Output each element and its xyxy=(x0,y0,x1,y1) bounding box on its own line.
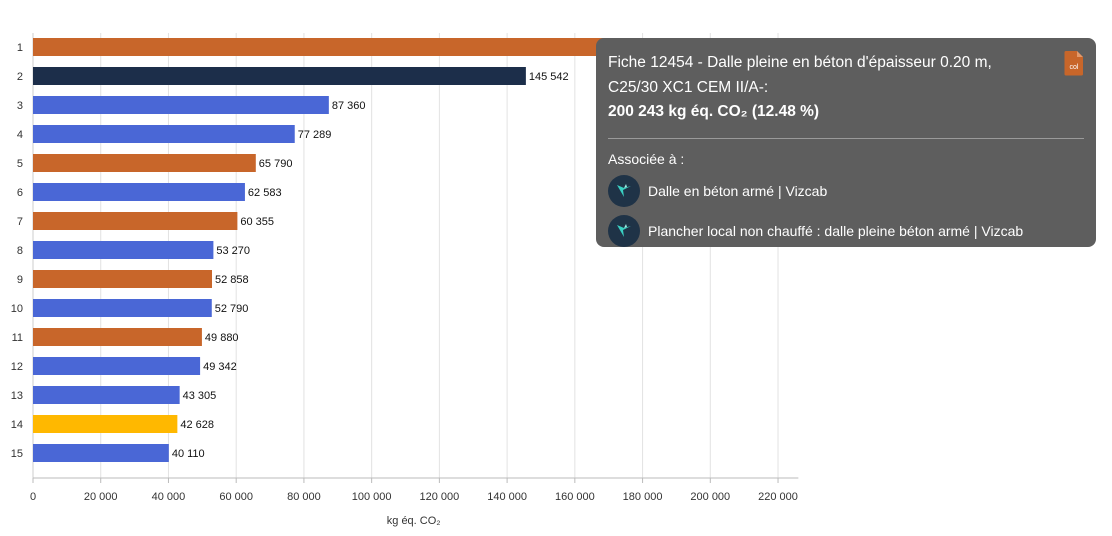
category-label: 8 xyxy=(17,245,23,257)
value-label: 49 880 xyxy=(205,332,239,344)
tooltip-value: 200 243 kg éq. CO₂ (12.48 %) xyxy=(608,103,820,120)
value-label: 42 628 xyxy=(180,419,214,431)
bar xyxy=(33,386,180,404)
associated-item[interactable]: Plancher local non chauffé : dalle plein… xyxy=(608,215,1084,247)
bar xyxy=(33,299,212,317)
x-tick-label: 220 000 xyxy=(758,491,798,503)
x-tick-label: 160 000 xyxy=(555,491,595,503)
bar xyxy=(33,270,213,288)
vizcab-logo-icon xyxy=(608,215,640,247)
value-label: 65 790 xyxy=(259,158,293,170)
bar xyxy=(33,67,526,85)
bar xyxy=(33,212,238,230)
x-tick-label: 20 000 xyxy=(84,491,118,503)
bar xyxy=(33,444,169,462)
value-label: 52 858 xyxy=(215,274,249,286)
x-tick-label: 40 000 xyxy=(152,491,186,503)
bars xyxy=(33,38,712,462)
x-tick-label: 140 000 xyxy=(487,491,527,503)
value-label: 40 110 xyxy=(172,448,205,460)
value-label: 43 305 xyxy=(183,390,217,402)
category-label: 9 xyxy=(17,274,23,286)
file-icon[interactable]: col xyxy=(1064,50,1084,76)
x-tick-label: 180 000 xyxy=(623,491,663,503)
category-label: 2 xyxy=(17,71,23,83)
file-icon-label: col xyxy=(1070,64,1079,71)
x-tick-label: 200 000 xyxy=(690,491,730,503)
bar xyxy=(33,328,202,346)
bar xyxy=(33,125,295,143)
tooltip-title: Fiche 12454 - Dalle pleine en béton d'ép… xyxy=(608,54,992,96)
category-label: 11 xyxy=(12,332,23,344)
x-tick-label: 100 000 xyxy=(352,491,392,503)
category-label: 13 xyxy=(11,390,23,402)
bar xyxy=(33,415,178,433)
x-tick-label: 60 000 xyxy=(219,491,253,503)
category-label: 6 xyxy=(17,187,23,199)
vizcab-logo-icon xyxy=(608,175,640,207)
category-label: 5 xyxy=(17,158,23,170)
category-label: 7 xyxy=(17,216,23,228)
x-tick-label: 0 xyxy=(30,491,36,503)
bar xyxy=(33,357,201,375)
associated-item[interactable]: Dalle en béton armé | Vizcab xyxy=(608,175,1084,207)
value-label: 53 270 xyxy=(216,245,250,257)
category-label: 14 xyxy=(11,419,23,431)
bar xyxy=(33,38,712,56)
value-label: 49 342 xyxy=(203,361,237,373)
value-label: 77 289 xyxy=(298,129,332,141)
tooltip-associated-label: Associée à : xyxy=(608,151,685,167)
value-label: 60 355 xyxy=(240,216,274,228)
bar xyxy=(33,96,329,114)
category-label: 15 xyxy=(11,448,23,460)
value-label: 62 583 xyxy=(248,187,282,199)
x-axis-title: kg éq. CO₂ xyxy=(387,515,441,527)
category-label: 10 xyxy=(11,303,23,315)
value-label: 87 360 xyxy=(332,100,366,112)
x-tick-label: 80 000 xyxy=(287,491,321,503)
bar xyxy=(33,154,256,172)
category-label: 3 xyxy=(17,100,23,112)
associated-item-label: Plancher local non chauffé : dalle plein… xyxy=(648,223,1024,239)
category-label: 4 xyxy=(17,129,23,141)
associated-item-label: Dalle en béton armé | Vizcab xyxy=(648,183,828,199)
x-axis: 0 20 000 40 000 60 000 80 000 100 000 120 000 1… xyxy=(30,477,799,503)
tooltip: col Fiche 12454 - Dalle pleine en béton … xyxy=(596,38,1096,247)
value-label: 52 790 xyxy=(215,303,249,315)
category-label: 1 xyxy=(17,42,23,54)
tooltip-divider xyxy=(608,138,1084,139)
value-label: 145 542 xyxy=(529,71,569,83)
bar xyxy=(33,241,214,259)
x-tick-label: 120 000 xyxy=(419,491,459,503)
category-label: 12 xyxy=(11,361,23,373)
bar xyxy=(33,183,245,201)
